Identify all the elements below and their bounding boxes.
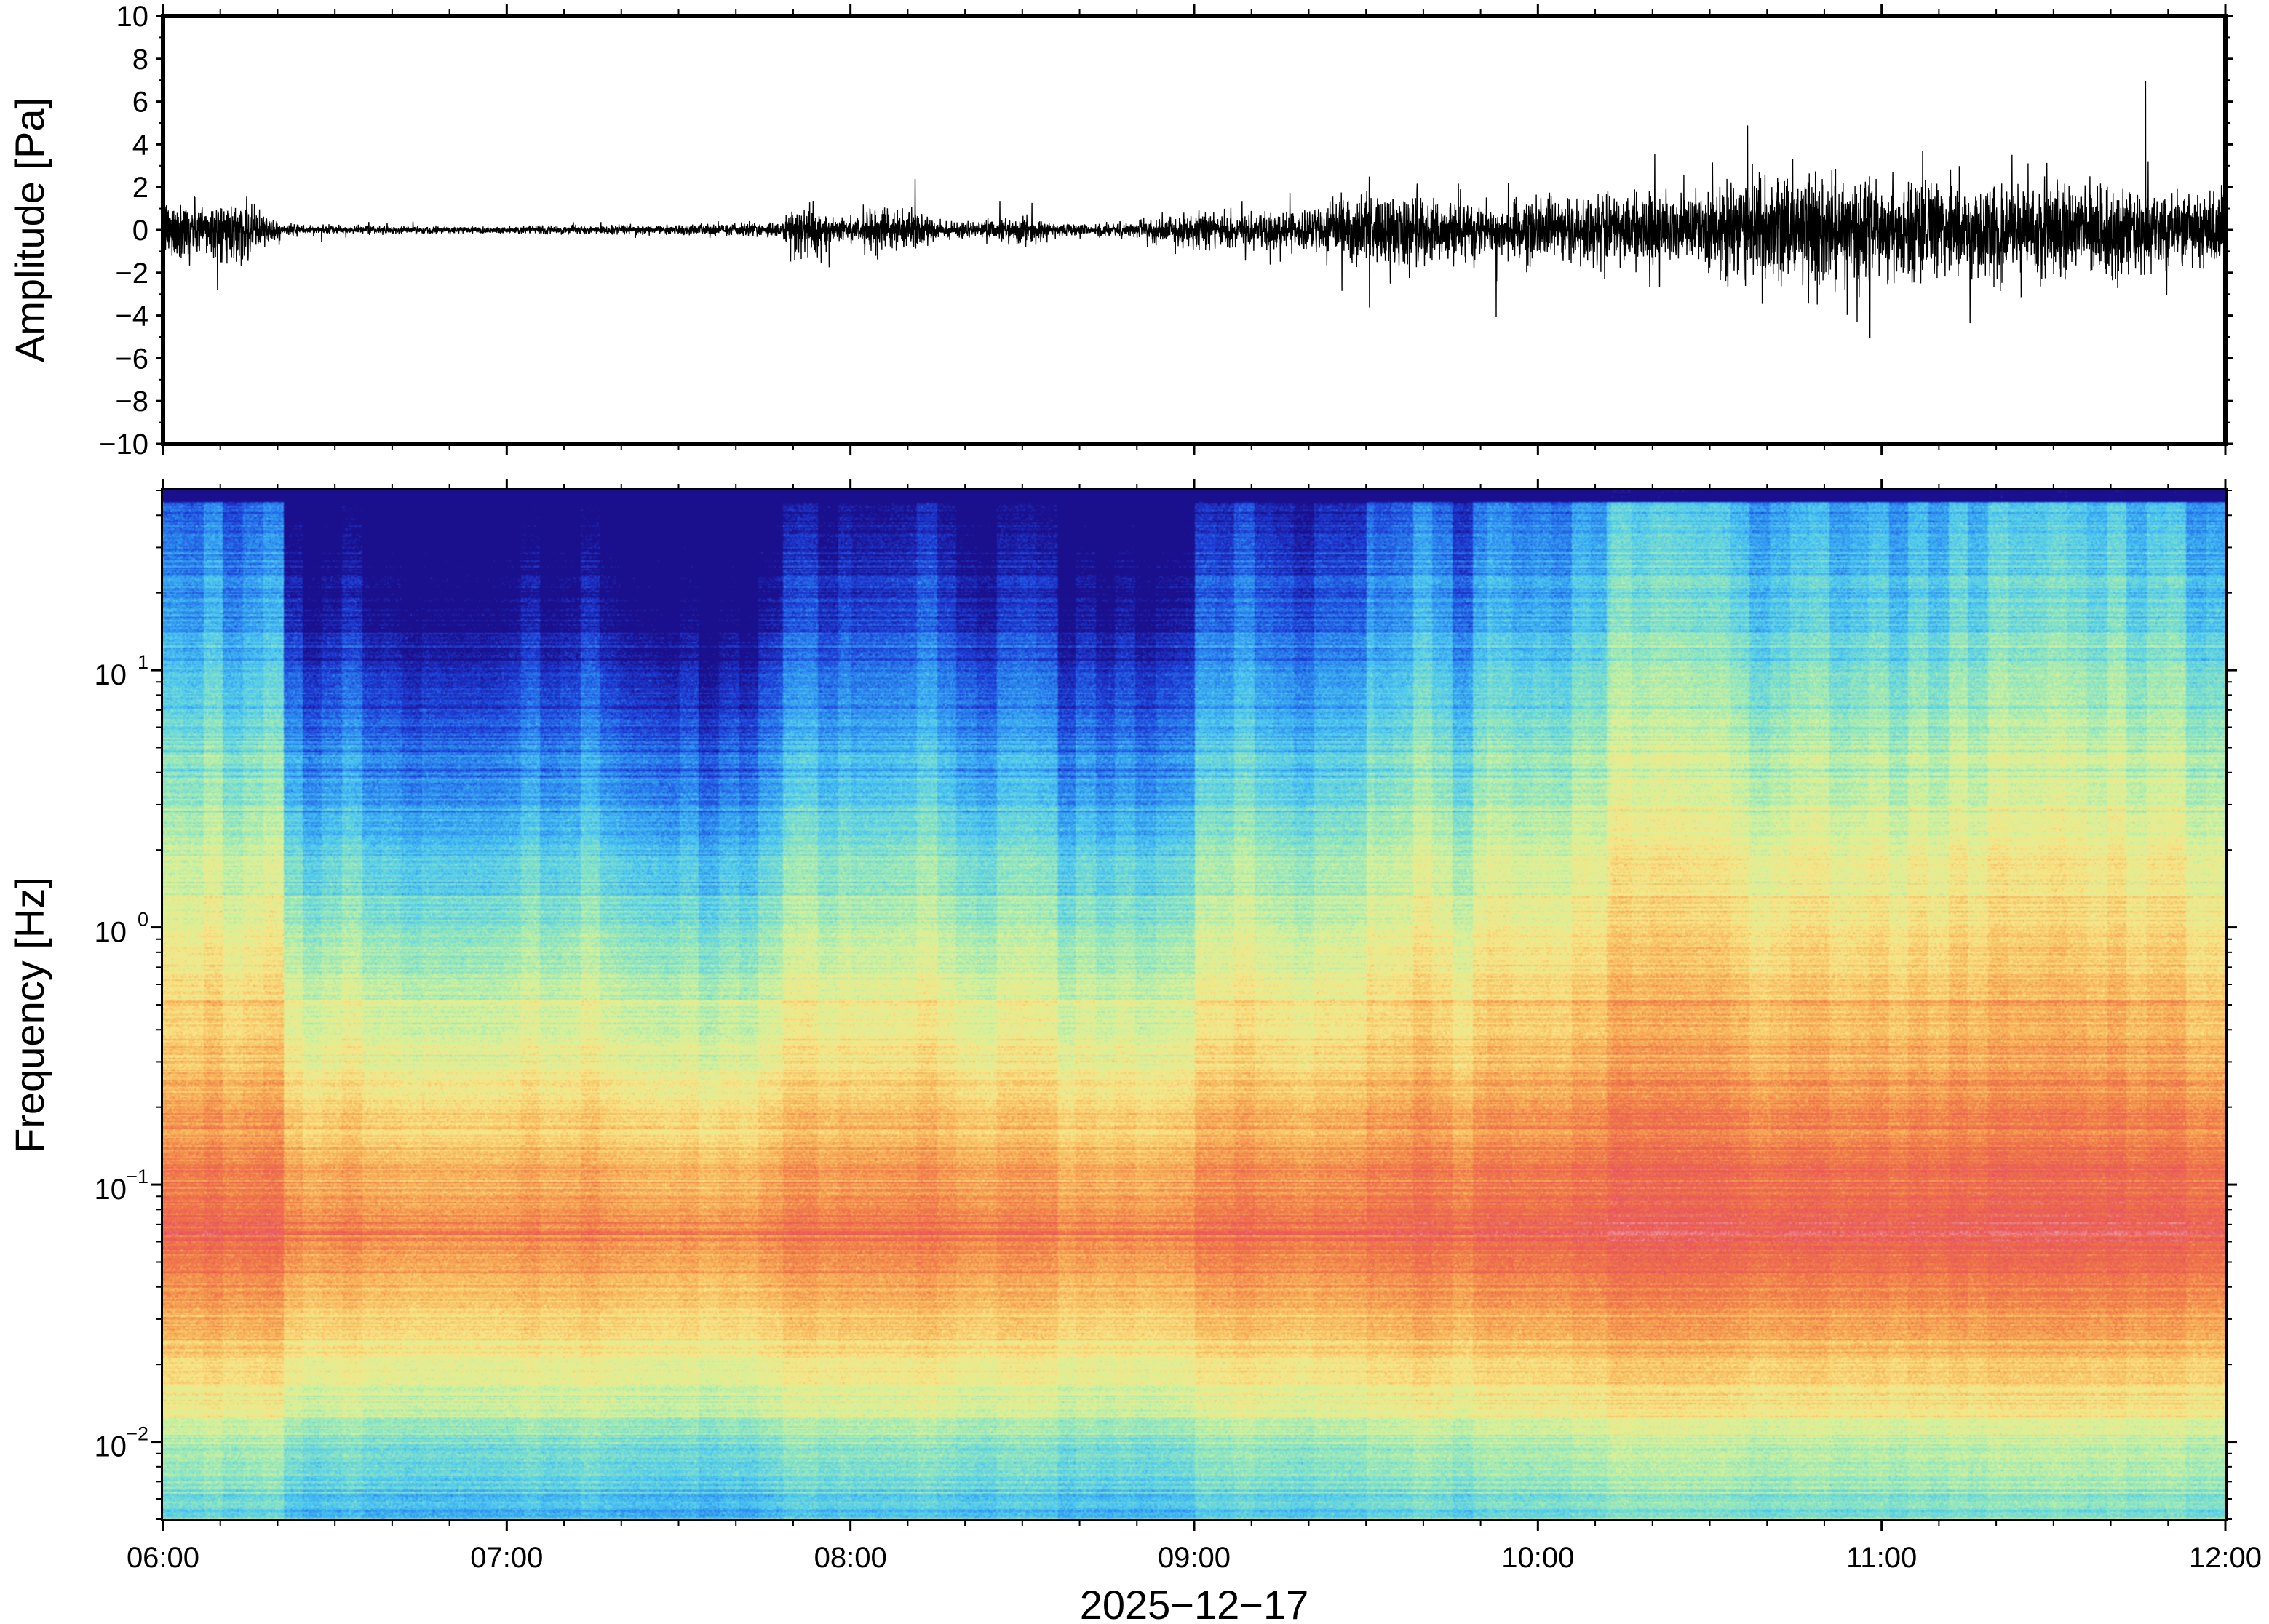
frequency-axis-label: Frequency [Hz] (7, 877, 52, 1153)
tick-base: 10 (95, 1174, 127, 1206)
spectrogram-y-tick-label: 10 (95, 659, 127, 691)
waveform-y-tick-label: 10 (116, 1, 149, 33)
tick-base: 10 (95, 659, 127, 691)
spectrogram-y-tick-exponent: −1 (126, 1166, 148, 1187)
waveform-panel: 10 8 6 4 2 0 −2 −4 −6 −8 −10 Amplitude [Pa] (7, 1, 2233, 461)
spectrogram-y-tick-label: 10 (95, 1174, 127, 1206)
spectrogram-image (163, 490, 2225, 1519)
spectrogram-y-tick-label: 10 (95, 917, 127, 949)
tick-base: 10 (95, 1431, 127, 1463)
amplitude-axis-label: Amplitude [Pa] (7, 97, 52, 362)
waveform-y-tick-label: 4 (132, 129, 148, 161)
spectrogram-x-ticks: 06:00 07:00 08:00 09:00 10:00 11:00 12:00 (127, 479, 2262, 1574)
spectrogram-y-tick-exponent: 0 (138, 909, 148, 931)
waveform-x-ticks (162, 4, 2227, 455)
waveform-y-tick-label: −6 (115, 343, 148, 375)
spectrogram-x-tick-label: 07:00 (470, 1542, 543, 1574)
date-axis-label: 2025−12−17 (1080, 1582, 1309, 1624)
waveform-y-tick-label: −4 (115, 300, 148, 333)
spectrogram-x-tick-label: 06:00 (127, 1542, 199, 1574)
spectrogram-y-tick-exponent: −2 (126, 1423, 148, 1445)
spectrogram-y-tick-exponent: 1 (138, 651, 148, 673)
spectrogram-x-tick-label: 09:00 (1158, 1542, 1231, 1574)
spectrogram-x-tick-label: 10:00 (1501, 1542, 1574, 1574)
spectrogram-x-tick-label: 12:00 (2189, 1542, 2262, 1574)
waveform-y-tick-label: −8 (115, 386, 148, 418)
waveform-y-tick-label: 8 (132, 44, 148, 76)
spectrogram-x-tick-label: 08:00 (814, 1542, 887, 1574)
waveform-y-ticks: 10 8 6 4 2 0 −2 −4 −6 −8 −10 (99, 1, 2233, 461)
waveform-trace (162, 81, 2226, 338)
waveform-y-tick-label: −2 (115, 258, 148, 290)
waveform-y-tick-label: 0 (132, 215, 148, 247)
waveform-y-tick-label: 6 (132, 87, 148, 119)
spectrogram-x-tick-label: 11:00 (1846, 1542, 1917, 1574)
waveform-y-tick-label: −10 (99, 429, 148, 461)
tick-base: 10 (95, 917, 127, 949)
waveform-y-tick-label: 2 (132, 172, 148, 204)
spectrogram-y-tick-label: 10 (95, 1431, 127, 1463)
